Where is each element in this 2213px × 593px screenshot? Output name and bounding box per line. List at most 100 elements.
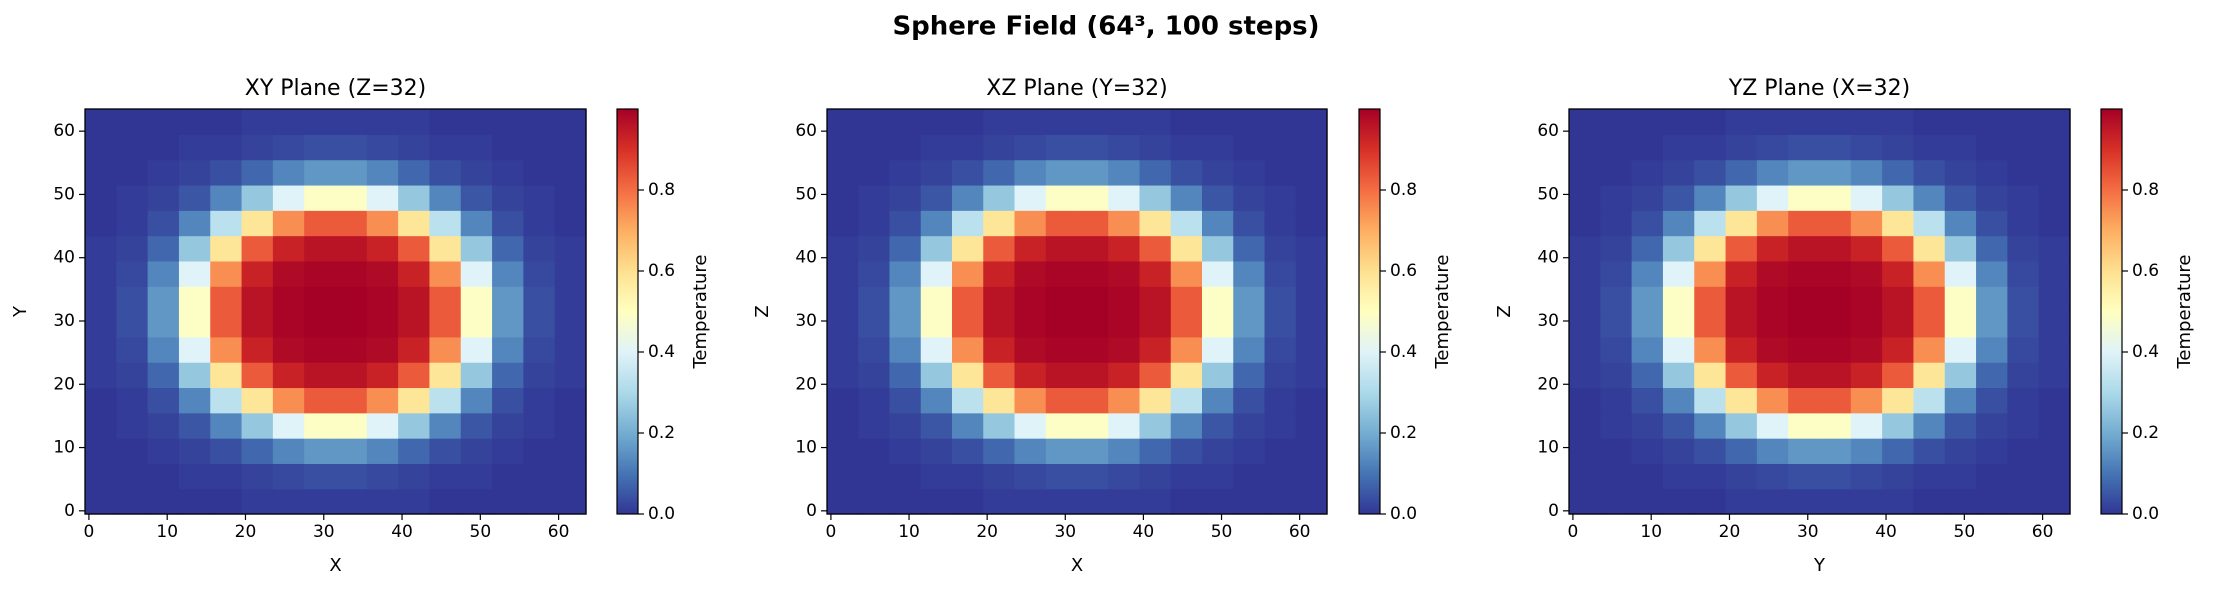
- heat-cell: [1756, 387, 1789, 414]
- heat-cell: [2038, 412, 2071, 439]
- heat-cell: [492, 286, 524, 313]
- heat-cell: [1976, 438, 2008, 464]
- heat-cell: [1264, 362, 1297, 389]
- colorbar-tick-label: 0.2: [1390, 423, 1417, 443]
- heat-cell: [2007, 336, 2040, 363]
- heat-cell: [1756, 184, 1789, 211]
- heat-cell: [920, 463, 953, 490]
- heat-cell: [983, 210, 1016, 237]
- heat-cell: [2007, 210, 2040, 237]
- heat-cell: [210, 109, 243, 135]
- heat-cell: [1014, 412, 1047, 439]
- heat-cell: [366, 159, 399, 186]
- heat-cell: [1600, 438, 1633, 464]
- heat-cell: [366, 184, 399, 211]
- heat-cell: [147, 134, 180, 161]
- heat-cell: [1882, 159, 1915, 186]
- heat-cell: [523, 362, 556, 389]
- heat-cell: [85, 463, 117, 490]
- heat-cell: [1882, 286, 1915, 313]
- heat-cell: [1108, 412, 1141, 439]
- heat-cell: [554, 235, 587, 262]
- heat-cell: [1819, 159, 1852, 186]
- heat-cell: [1819, 260, 1852, 287]
- heat-cell: [116, 109, 149, 135]
- heat-cell: [952, 184, 984, 211]
- heat-cell: [116, 488, 149, 515]
- heat-cell: [1108, 336, 1141, 363]
- heat-cell: [1077, 463, 1109, 490]
- heat-cell: [1108, 286, 1141, 313]
- heat-cell: [1662, 235, 1695, 262]
- x-tick-label: 50: [470, 522, 492, 542]
- heat-cell: [1662, 210, 1695, 237]
- heat-cell: [1045, 488, 1078, 515]
- heat-cell: [1976, 134, 2008, 161]
- heat-cell: [1882, 134, 1915, 161]
- heat-cell: [1600, 210, 1633, 237]
- heat-cell: [210, 235, 243, 262]
- heat-cell: [178, 488, 211, 515]
- heat-cell: [398, 134, 431, 161]
- x-tick-label: 20: [235, 522, 257, 542]
- heat-cell: [1976, 488, 2008, 515]
- heat-cell: [1600, 286, 1633, 313]
- heat-cell: [178, 286, 211, 313]
- heat-cell: [241, 488, 274, 515]
- heat-cell: [1756, 134, 1789, 161]
- heat-cell: [1882, 109, 1915, 135]
- heat-cell: [2007, 488, 2040, 515]
- heat-cell: [1850, 488, 1883, 515]
- heat-cell: [1045, 362, 1078, 389]
- heat-cell: [1108, 184, 1141, 211]
- heat-cell: [116, 134, 149, 161]
- heat-cell: [1662, 134, 1695, 161]
- heat-cell: [1819, 210, 1852, 237]
- heat-cell: [1077, 362, 1109, 389]
- heat-cell: [1694, 109, 1727, 135]
- heat-cell: [1882, 235, 1915, 262]
- heat-cell: [1756, 260, 1789, 287]
- heat-cell: [1882, 336, 1915, 363]
- heat-cell: [1170, 362, 1203, 389]
- heat-cell: [1976, 362, 2008, 389]
- heat-cell: [1694, 438, 1727, 464]
- heat-cell: [554, 412, 587, 439]
- heat-cell: [210, 184, 243, 211]
- x-tick-label: 30: [313, 522, 335, 542]
- heat-cell: [429, 184, 462, 211]
- heat-cell: [241, 134, 274, 161]
- heat-cell: [1788, 235, 1821, 262]
- heat-cell: [1819, 488, 1852, 515]
- heat-cell: [983, 159, 1016, 186]
- heat-cell: [1077, 286, 1109, 313]
- heat-cell: [858, 463, 891, 490]
- heat-cell: [492, 109, 524, 135]
- heat-cell: [335, 134, 368, 161]
- colorbar-tick-label: 0.6: [648, 261, 675, 281]
- heat-cell: [85, 438, 117, 464]
- heat-cell: [272, 159, 305, 186]
- heat-cell: [178, 109, 211, 135]
- heat-cell: [210, 286, 243, 313]
- heat-cell: [1976, 109, 2008, 135]
- heat-cell: [304, 412, 337, 439]
- heat-cell: [1108, 235, 1141, 262]
- heat-cell: [1233, 210, 1266, 237]
- heat-cell: [1233, 438, 1266, 464]
- heat-cell: [1788, 438, 1821, 464]
- heat-cell: [554, 311, 587, 338]
- colorbar-tick-label: 0.4: [1390, 342, 1417, 362]
- y-tick-label: 40: [795, 248, 817, 268]
- heat-cell: [366, 438, 399, 464]
- heat-cell: [858, 488, 891, 515]
- heat-cell: [1694, 134, 1727, 161]
- heat-cell: [1045, 311, 1078, 338]
- plot-frame: [1568, 108, 2071, 515]
- heat-cell: [272, 286, 305, 313]
- heat-cell: [1569, 286, 1601, 313]
- colorbar-tick-label: 0.4: [2132, 342, 2159, 362]
- heat-cell: [827, 488, 859, 515]
- heat-cell: [889, 438, 922, 464]
- heat-cell: [366, 286, 399, 313]
